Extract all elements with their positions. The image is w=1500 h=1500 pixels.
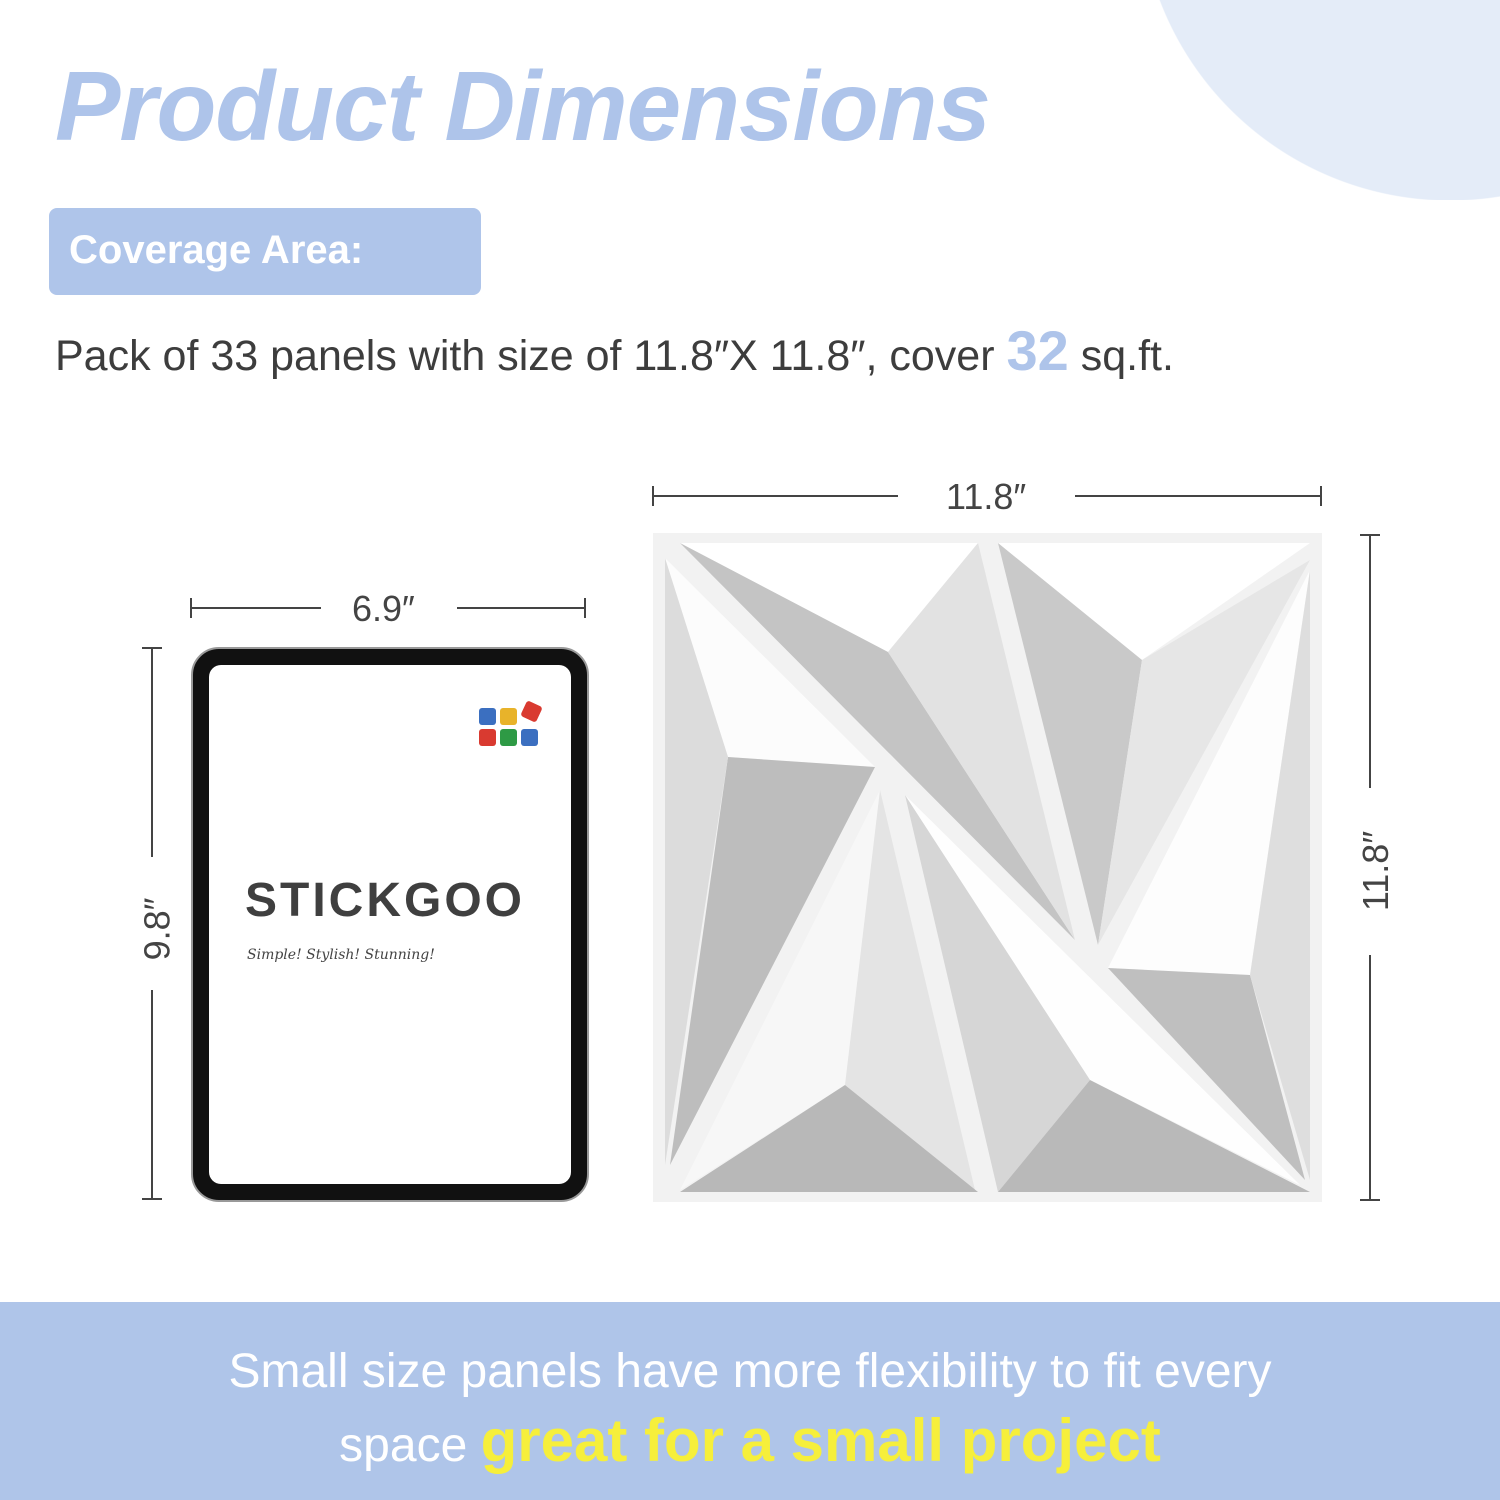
panel-height-line-top <box>1369 534 1371 788</box>
panel-width-line-right <box>1075 495 1321 497</box>
page-title: Product Dimensions <box>55 51 991 161</box>
coverage-badge-label: Coverage Area: <box>69 228 364 272</box>
tick <box>190 598 192 618</box>
panel-width-label: 11.8″ <box>946 476 1027 517</box>
coverage-unit: sq.ft. <box>1068 332 1174 380</box>
logo-square <box>479 708 496 725</box>
tablet-width-line-left <box>191 607 321 609</box>
tick <box>652 486 654 506</box>
tick <box>584 598 586 618</box>
panel-facet <box>665 558 875 767</box>
panel-facet <box>1250 570 1310 1180</box>
footer-line-2: space great for a small project <box>50 1406 1450 1475</box>
tablet-width-label: 6.9″ <box>352 588 415 629</box>
footer-line-1: Small size panels have more flexibility … <box>228 1345 1272 1398</box>
panel-facet <box>1108 570 1310 975</box>
logo-square <box>500 708 517 725</box>
panel-width-line-left <box>653 495 898 497</box>
panel-facet <box>670 757 875 1165</box>
coverage-text: Pack of 33 panels with size of 11.8″X 11… <box>55 332 1007 380</box>
logo-square <box>500 729 517 746</box>
tablet-width-line-right <box>457 607 585 609</box>
panel-height-line-bottom <box>1369 955 1371 1200</box>
panel-facet <box>845 790 975 1190</box>
panel-facet <box>998 543 1142 945</box>
tablet-height-label: 9.8″ <box>136 897 178 961</box>
tick <box>142 1198 162 1200</box>
panel-facet <box>998 1080 1310 1192</box>
tick <box>1320 486 1322 506</box>
panel-facet <box>905 795 1300 1185</box>
panel-facet <box>888 543 1075 940</box>
tablet-image: STICKGOO Simple! Stylish! Stunning! <box>191 647 589 1202</box>
coverage-description: Pack of 33 panels with size of 11.8″X 11… <box>55 318 1455 383</box>
brand-tagline: Simple! Stylish! Stunning! <box>247 947 435 963</box>
tick <box>1360 534 1380 536</box>
brand-logo: STICKGOO <box>245 874 526 927</box>
logo-square <box>520 700 543 723</box>
footer-line-2-text: space <box>339 1419 481 1472</box>
logo-square <box>521 729 538 746</box>
panel-facet <box>680 543 1075 940</box>
panel-facet <box>680 790 880 1190</box>
footer-highlight: great for a small project <box>480 1407 1161 1474</box>
tablet-height-line-bottom <box>151 990 153 1200</box>
panel-facet <box>680 543 978 652</box>
panel-facet <box>998 543 1310 660</box>
decorative-circle <box>1140 0 1500 200</box>
tick <box>1360 1199 1380 1201</box>
wall-panel-image <box>653 533 1322 1202</box>
coverage-badge: Coverage Area: <box>49 208 481 295</box>
panel-facet <box>1108 968 1305 1180</box>
panel-height-label: 11.8″ <box>1355 830 1397 912</box>
coverage-sqft-value: 32 <box>1006 319 1069 382</box>
footer-banner: Small size panels have more flexibility … <box>0 1302 1500 1500</box>
tablet-screen: STICKGOO Simple! Stylish! Stunning! <box>209 665 571 1184</box>
panel-facet <box>680 1085 978 1192</box>
panel-facet <box>905 795 1090 1192</box>
logo-square <box>479 729 496 746</box>
panel-facet <box>665 558 728 1165</box>
panel-facet <box>1098 560 1310 945</box>
tablet-height-line-top <box>151 647 153 857</box>
tick <box>142 647 162 649</box>
